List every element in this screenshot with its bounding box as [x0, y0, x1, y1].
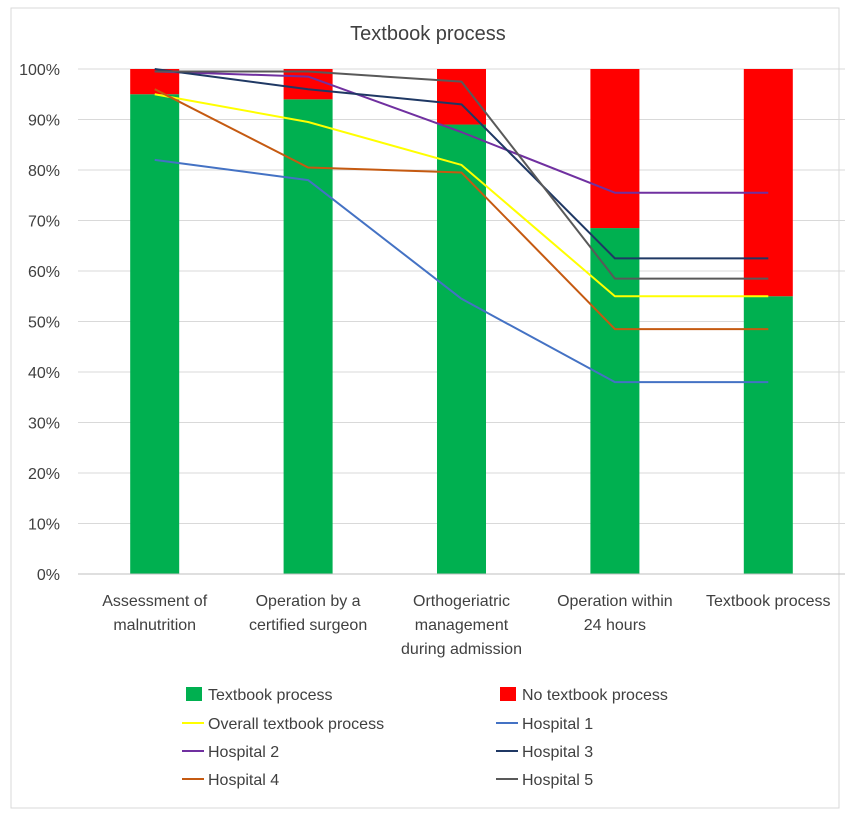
legend-label: Hospital 2	[208, 744, 279, 761]
line-hospital-5	[154, 70, 769, 280]
y-tick-label: 60%	[28, 264, 60, 281]
bar-textbook-process	[437, 124, 486, 575]
bar-textbook-process	[130, 94, 180, 574]
y-tick-label: 30%	[28, 416, 60, 433]
legend-label: No textbook process	[522, 687, 668, 704]
line-hospital-2	[154, 70, 769, 194]
legend-swatch	[186, 687, 202, 701]
bar-textbook-process	[743, 296, 793, 574]
legend-item: Textbook process	[186, 687, 333, 704]
bar-no-textbook-process	[590, 69, 640, 229]
bar-textbook-process	[283, 99, 333, 575]
x-category-label: Assessment of malnutrition	[102, 593, 207, 634]
legend-label: Hospital 4	[208, 772, 279, 789]
lines	[154, 68, 769, 384]
chart-border	[10, 7, 840, 809]
x-category-label: Textbook process	[706, 593, 831, 610]
legend-item: Overall textbook process	[182, 716, 384, 733]
y-tick-label: 100%	[19, 62, 60, 79]
legend-label: Hospital 1	[522, 716, 593, 733]
legend-label: Overall textbook process	[208, 716, 384, 733]
x-category-label: Operation by a certified surgeon	[249, 593, 367, 634]
legend-label: Hospital 5	[522, 772, 593, 789]
y-tick-label: 40%	[28, 365, 60, 382]
legend-swatch	[500, 687, 516, 701]
legend-item: Hospital 3	[496, 744, 593, 761]
x-category-label: Operation within 24 hours	[557, 593, 673, 634]
bar-no-textbook-process	[283, 69, 333, 100]
y-tick-label: 80%	[28, 163, 60, 180]
legend-item: Hospital 2	[182, 744, 279, 761]
bar-textbook-process	[590, 228, 640, 574]
legend-item: Hospital 5	[496, 772, 593, 789]
y-tick-label: 20%	[28, 466, 60, 483]
legend: Textbook process No textbook process Overa…	[182, 687, 668, 789]
chart-title: Textbook process	[350, 23, 506, 45]
line-hospital-1	[154, 158, 769, 384]
y-tick-label: 70%	[28, 214, 60, 231]
y-axis-ticks: 0% 10% 20% 30% 40% 50% 60% 70% 80% 90% 100%	[19, 62, 60, 584]
y-tick-label: 50%	[28, 315, 60, 332]
y-tick-label: 0%	[37, 567, 60, 584]
y-tick-label: 10%	[28, 517, 60, 534]
bar-no-textbook-process	[743, 69, 793, 297]
bar-no-textbook-process	[437, 69, 486, 125]
y-tick-label: 90%	[28, 113, 60, 130]
line-overall-textbook-process	[154, 93, 769, 298]
legend-item: No textbook process	[500, 687, 668, 704]
legend-item: Hospital 1	[496, 716, 593, 733]
legend-item: Hospital 4	[182, 772, 279, 789]
legend-label: Textbook process	[208, 687, 333, 704]
line-hospital-3	[154, 68, 769, 260]
x-category-label: Orthogeriatric management during admission	[401, 593, 522, 658]
line-hospital-4	[154, 88, 769, 331]
legend-label: Hospital 3	[522, 744, 593, 761]
